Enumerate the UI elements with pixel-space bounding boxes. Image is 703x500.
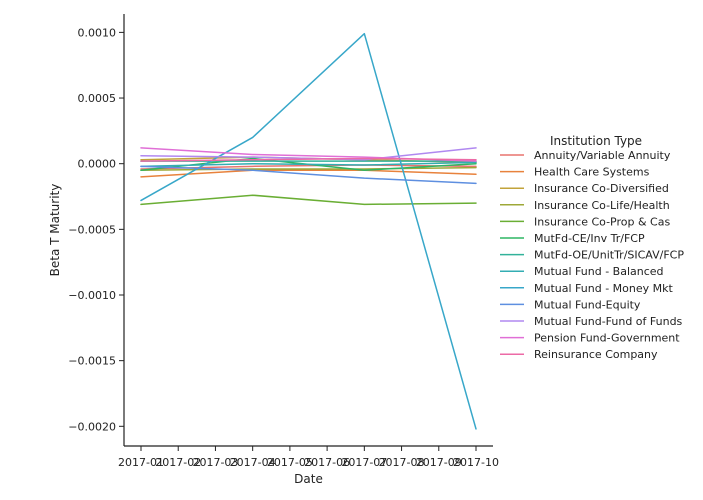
legend-item: Mutual Fund - Balanced — [500, 265, 664, 278]
legend-label: Mutual Fund - Balanced — [534, 265, 664, 278]
x-ticks: 2017-012017-022017-032017-042017-052017-… — [118, 446, 499, 469]
legend-label: Annuity/Variable Annuity — [534, 149, 671, 162]
legend-label: Mutual Fund-Fund of Funds — [534, 315, 683, 328]
legend-item: Insurance Co-Diversified — [500, 182, 669, 195]
x-tick-label: 2017-02 — [155, 456, 201, 469]
legend-label: Mutual Fund-Equity — [534, 298, 641, 311]
x-axis-title: Date — [294, 472, 323, 486]
legend-item: MutFd-CE/Inv Tr/FCP — [500, 232, 645, 245]
legend-item: Mutual Fund - Money Mkt — [500, 282, 673, 295]
legend-item: Pension Fund-Government — [500, 332, 680, 345]
legend-item: Insurance Co-Prop & Cas — [500, 215, 670, 228]
x-tick-label: 2017-06 — [304, 456, 350, 469]
series-line-9 — [140, 165, 477, 185]
legend-label: MutFd-CE/Inv Tr/FCP — [534, 232, 645, 245]
y-axis-title: Beta T Maturity — [48, 184, 62, 277]
series-line-4 — [140, 194, 477, 206]
legend-item: Mutual Fund-Fund of Funds — [500, 315, 683, 328]
legend-label: Pension Fund-Government — [534, 332, 680, 345]
y-ticks: 0.0010 0.0005 0.0000 −0.0005 −0.0010 −0.0015 −… — [68, 26, 124, 433]
series-line-12 — [140, 157, 477, 162]
legend-item: Mutual Fund-Equity — [500, 298, 641, 311]
legend-item: Insurance Co-Life/Health — [500, 199, 670, 212]
x-tick-label: 2017-08 — [379, 456, 425, 469]
legend-label: Health Care Systems — [534, 166, 650, 179]
legend-label: Insurance Co-Diversified — [534, 182, 669, 195]
legend-label: MutFd-OE/UnitTr/SICAV/FCP — [534, 249, 684, 262]
legend-label: Mutual Fund - Money Mkt — [534, 282, 673, 295]
y-tick-label: 0.0005 — [78, 92, 117, 105]
x-tick-label: 2017-04 — [230, 456, 276, 469]
legend-label: Reinsurance Company — [534, 348, 658, 361]
axes: 0.0010 0.0005 0.0000 −0.0005 −0.0010 −0.0015 −… — [68, 14, 499, 469]
legend-item: MutFd-OE/UnitTr/SICAV/FCP — [500, 249, 684, 262]
x-tick-label: 2017-05 — [267, 456, 313, 469]
y-tick-label: −0.0015 — [68, 355, 116, 368]
legend-item: Reinsurance Company — [500, 348, 658, 361]
y-tick-label: 0.0010 — [78, 26, 117, 39]
series-line-8 — [140, 32, 477, 430]
x-tick-label: 2017-03 — [192, 456, 238, 469]
y-tick-label: −0.0010 — [68, 289, 116, 302]
plot-lines — [140, 32, 477, 430]
x-tick-label: 2017-07 — [341, 456, 387, 469]
legend: Institution Type Annuity/Variable Annuit… — [500, 134, 684, 361]
legend-item: Annuity/Variable Annuity — [500, 149, 671, 162]
x-tick-label: 2017-10 — [453, 456, 499, 469]
x-tick-label: 2017-09 — [416, 456, 462, 469]
legend-label: Insurance Co-Life/Health — [534, 199, 670, 212]
series-line-7 — [140, 161, 477, 168]
x-tick-label: 2017-01 — [118, 456, 164, 469]
legend-title: Institution Type — [550, 134, 642, 148]
legend-label: Insurance Co-Prop & Cas — [534, 215, 670, 228]
series-line-1 — [140, 169, 477, 178]
y-tick-label: −0.0020 — [68, 420, 116, 433]
legend-items: Annuity/Variable Annuity Health Care Syst… — [500, 149, 684, 361]
y-tick-label: −0.0005 — [68, 223, 116, 236]
legend-item: Health Care Systems — [500, 166, 650, 179]
y-tick-label: 0.0000 — [78, 158, 117, 171]
